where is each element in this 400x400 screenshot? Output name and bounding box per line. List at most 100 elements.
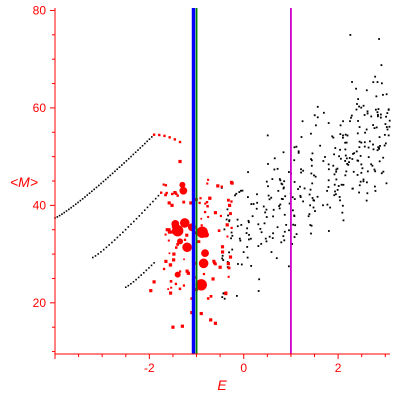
red-big-point bbox=[201, 249, 209, 258]
black-cloud-point bbox=[262, 205, 265, 208]
black-cloud-point bbox=[283, 230, 286, 233]
black-curve-0-point bbox=[141, 144, 144, 147]
black-cloud-point bbox=[358, 146, 361, 149]
black-curve-2-point bbox=[130, 283, 132, 285]
black-cloud-point bbox=[333, 183, 336, 186]
black-cloud-point bbox=[342, 120, 344, 123]
black-cloud-point bbox=[265, 208, 268, 211]
red-small-point bbox=[227, 199, 230, 202]
black-cloud-point bbox=[282, 235, 285, 238]
black-cloud-point bbox=[374, 75, 377, 78]
black-cloud-point bbox=[344, 154, 347, 157]
red-small-point bbox=[186, 271, 190, 275]
black-cloud-point bbox=[367, 146, 370, 149]
black-cloud-point bbox=[235, 192, 238, 195]
black-curve-2-point bbox=[132, 280, 135, 283]
black-cloud-point bbox=[310, 224, 313, 227]
black-cloud-point bbox=[358, 140, 361, 143]
black-curve-0-point bbox=[88, 192, 91, 195]
black-curve-2-point bbox=[142, 271, 145, 274]
black-cloud-point bbox=[374, 189, 377, 192]
black-cloud-point bbox=[293, 146, 296, 149]
black-cloud-point bbox=[260, 242, 263, 245]
black-curve-1-point bbox=[157, 194, 160, 197]
red-small-point bbox=[209, 318, 213, 322]
black-cloud-point bbox=[329, 206, 332, 209]
black-cloud-point bbox=[332, 164, 335, 167]
black-cloud-point bbox=[257, 223, 260, 226]
black-curve-1-point bbox=[122, 231, 124, 234]
red-small-point bbox=[219, 214, 222, 218]
black-cloud-point bbox=[248, 238, 250, 241]
black-cloud-point bbox=[346, 162, 349, 165]
black-cloud-point bbox=[361, 167, 364, 170]
red-small-point bbox=[183, 238, 187, 241]
black-curve-0-point bbox=[123, 162, 125, 164]
black-cloud-point bbox=[384, 142, 387, 145]
black-cloud-point bbox=[333, 173, 336, 176]
black-curve-1-point bbox=[146, 206, 149, 209]
red-small-point bbox=[197, 240, 201, 244]
black-cloud-point bbox=[310, 159, 313, 162]
black-curve-0-point bbox=[130, 155, 132, 158]
black-cloud-point bbox=[385, 182, 388, 185]
black-cloud-point bbox=[226, 208, 229, 211]
black-curve-0-point bbox=[107, 176, 109, 179]
black-curve-2-point bbox=[145, 269, 148, 272]
red-small-point bbox=[213, 211, 218, 215]
black-cloud-point bbox=[223, 292, 225, 295]
black-cloud-point bbox=[283, 180, 286, 183]
black-cloud-point bbox=[307, 215, 310, 218]
black-cloud-point bbox=[338, 155, 340, 158]
black-cloud-point bbox=[334, 147, 337, 149]
black-curve-1-point bbox=[94, 255, 97, 257]
black-cloud-point bbox=[236, 218, 239, 221]
black-curve-0-point bbox=[139, 147, 142, 149]
black-curve-0-point bbox=[56, 216, 59, 218]
black-cloud-point bbox=[279, 203, 282, 206]
black-curve-1-point bbox=[152, 200, 154, 203]
black-cloud-point bbox=[303, 187, 306, 190]
black-curve-0-point bbox=[77, 201, 79, 204]
black-cloud-point bbox=[299, 185, 301, 188]
red-big-point bbox=[198, 258, 209, 269]
black-cloud-point bbox=[373, 168, 376, 171]
black-cloud-point bbox=[299, 196, 302, 199]
black-cloud-point bbox=[327, 122, 330, 124]
black-cloud-point bbox=[247, 219, 250, 222]
black-cloud-point bbox=[373, 185, 376, 188]
black-cloud-point bbox=[359, 180, 362, 183]
black-cloud-point bbox=[260, 231, 263, 234]
red-big-point bbox=[174, 271, 181, 278]
red-big-point bbox=[202, 231, 209, 238]
black-cloud-point bbox=[386, 112, 389, 114]
black-curve-1-point bbox=[111, 241, 113, 244]
red-small-point bbox=[178, 159, 182, 164]
red-curve-1-point bbox=[159, 191, 163, 194]
red-big-point bbox=[179, 218, 190, 228]
black-cloud-point bbox=[297, 150, 300, 153]
black-cloud-point bbox=[252, 203, 255, 205]
black-cloud-point bbox=[310, 232, 312, 235]
black-cloud-point bbox=[362, 104, 365, 107]
black-curve-0-point bbox=[65, 210, 68, 212]
black-curve-1-point bbox=[154, 197, 157, 200]
black-cloud-point bbox=[264, 237, 267, 240]
red-small-point bbox=[168, 291, 173, 295]
black-cloud-point bbox=[363, 141, 366, 144]
black-cloud-point bbox=[341, 211, 344, 214]
black-cloud-point bbox=[221, 254, 224, 257]
black-curve-0-point bbox=[134, 151, 137, 154]
red-small-point bbox=[203, 210, 207, 214]
black-cloud-point bbox=[240, 224, 243, 226]
black-cloud-point bbox=[370, 163, 373, 166]
x-tick-label: 2 bbox=[335, 361, 342, 375]
black-cloud-point bbox=[337, 185, 340, 187]
black-cloud-point bbox=[288, 202, 291, 205]
black-cloud-point bbox=[366, 170, 369, 173]
black-cloud-point bbox=[339, 157, 342, 160]
black-cloud-point bbox=[287, 265, 290, 268]
y-tick-label: 60 bbox=[33, 101, 47, 115]
black-cloud-point bbox=[236, 225, 239, 228]
red-small-point bbox=[200, 217, 203, 220]
